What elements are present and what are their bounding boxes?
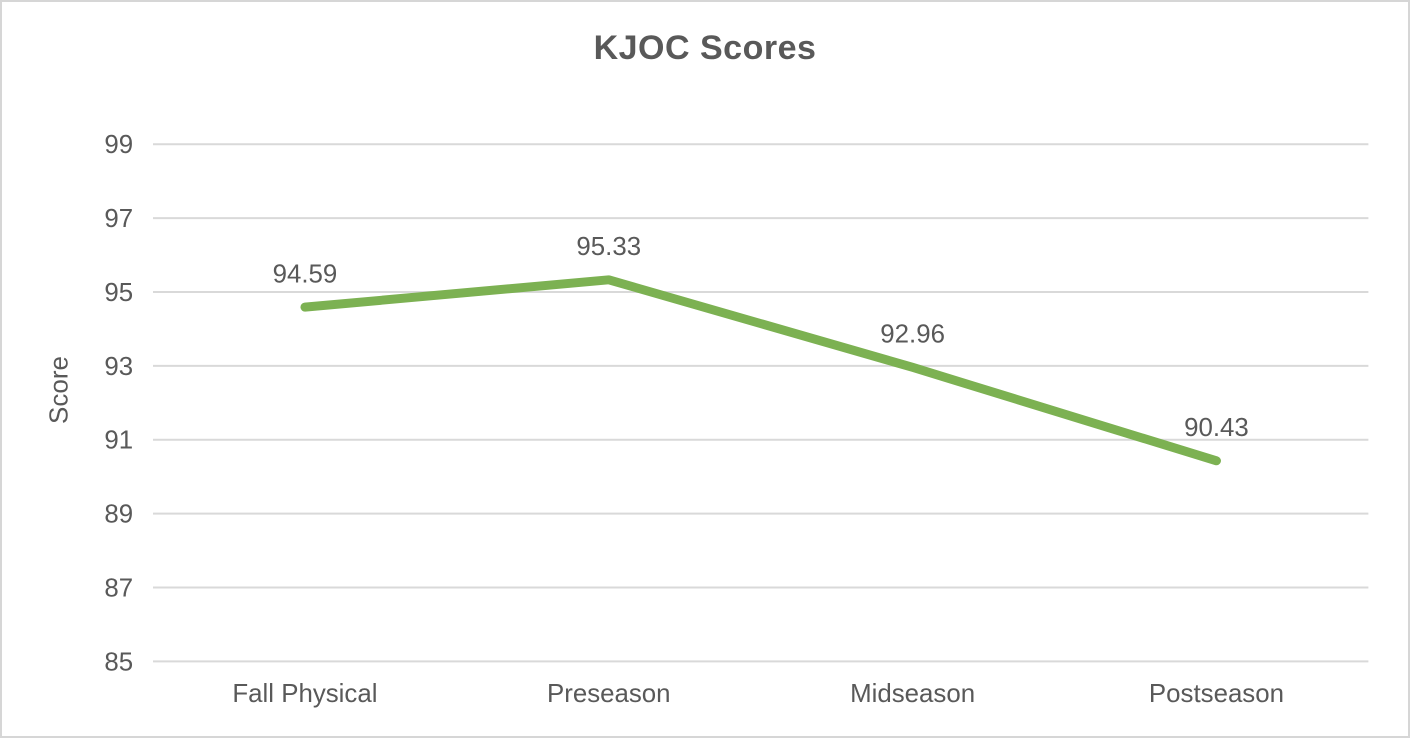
x-category-label: Midseason [850, 680, 975, 708]
data-label: 90.43 [1184, 414, 1249, 442]
y-tick-label: 91 [104, 427, 133, 455]
y-tick-label: 97 [104, 205, 133, 233]
x-category-label: Postseason [1149, 680, 1284, 708]
x-category-label: Fall Physical [232, 680, 377, 708]
chart-title: KJOC Scores [593, 29, 817, 67]
y-tick-label: 93 [104, 353, 133, 381]
y-tick-label: 99 [104, 131, 133, 159]
y-tick-label: 85 [104, 648, 133, 676]
y-tick-label: 95 [104, 279, 133, 307]
series-line [300, 275, 1221, 466]
data-label: 95.33 [576, 233, 641, 261]
y-tick-label: 87 [104, 574, 133, 602]
data-label: 92.96 [880, 320, 945, 348]
x-category-label: Preseason [547, 680, 671, 708]
y-tick-label: 89 [104, 501, 133, 529]
data-label: 94.59 [273, 260, 338, 288]
